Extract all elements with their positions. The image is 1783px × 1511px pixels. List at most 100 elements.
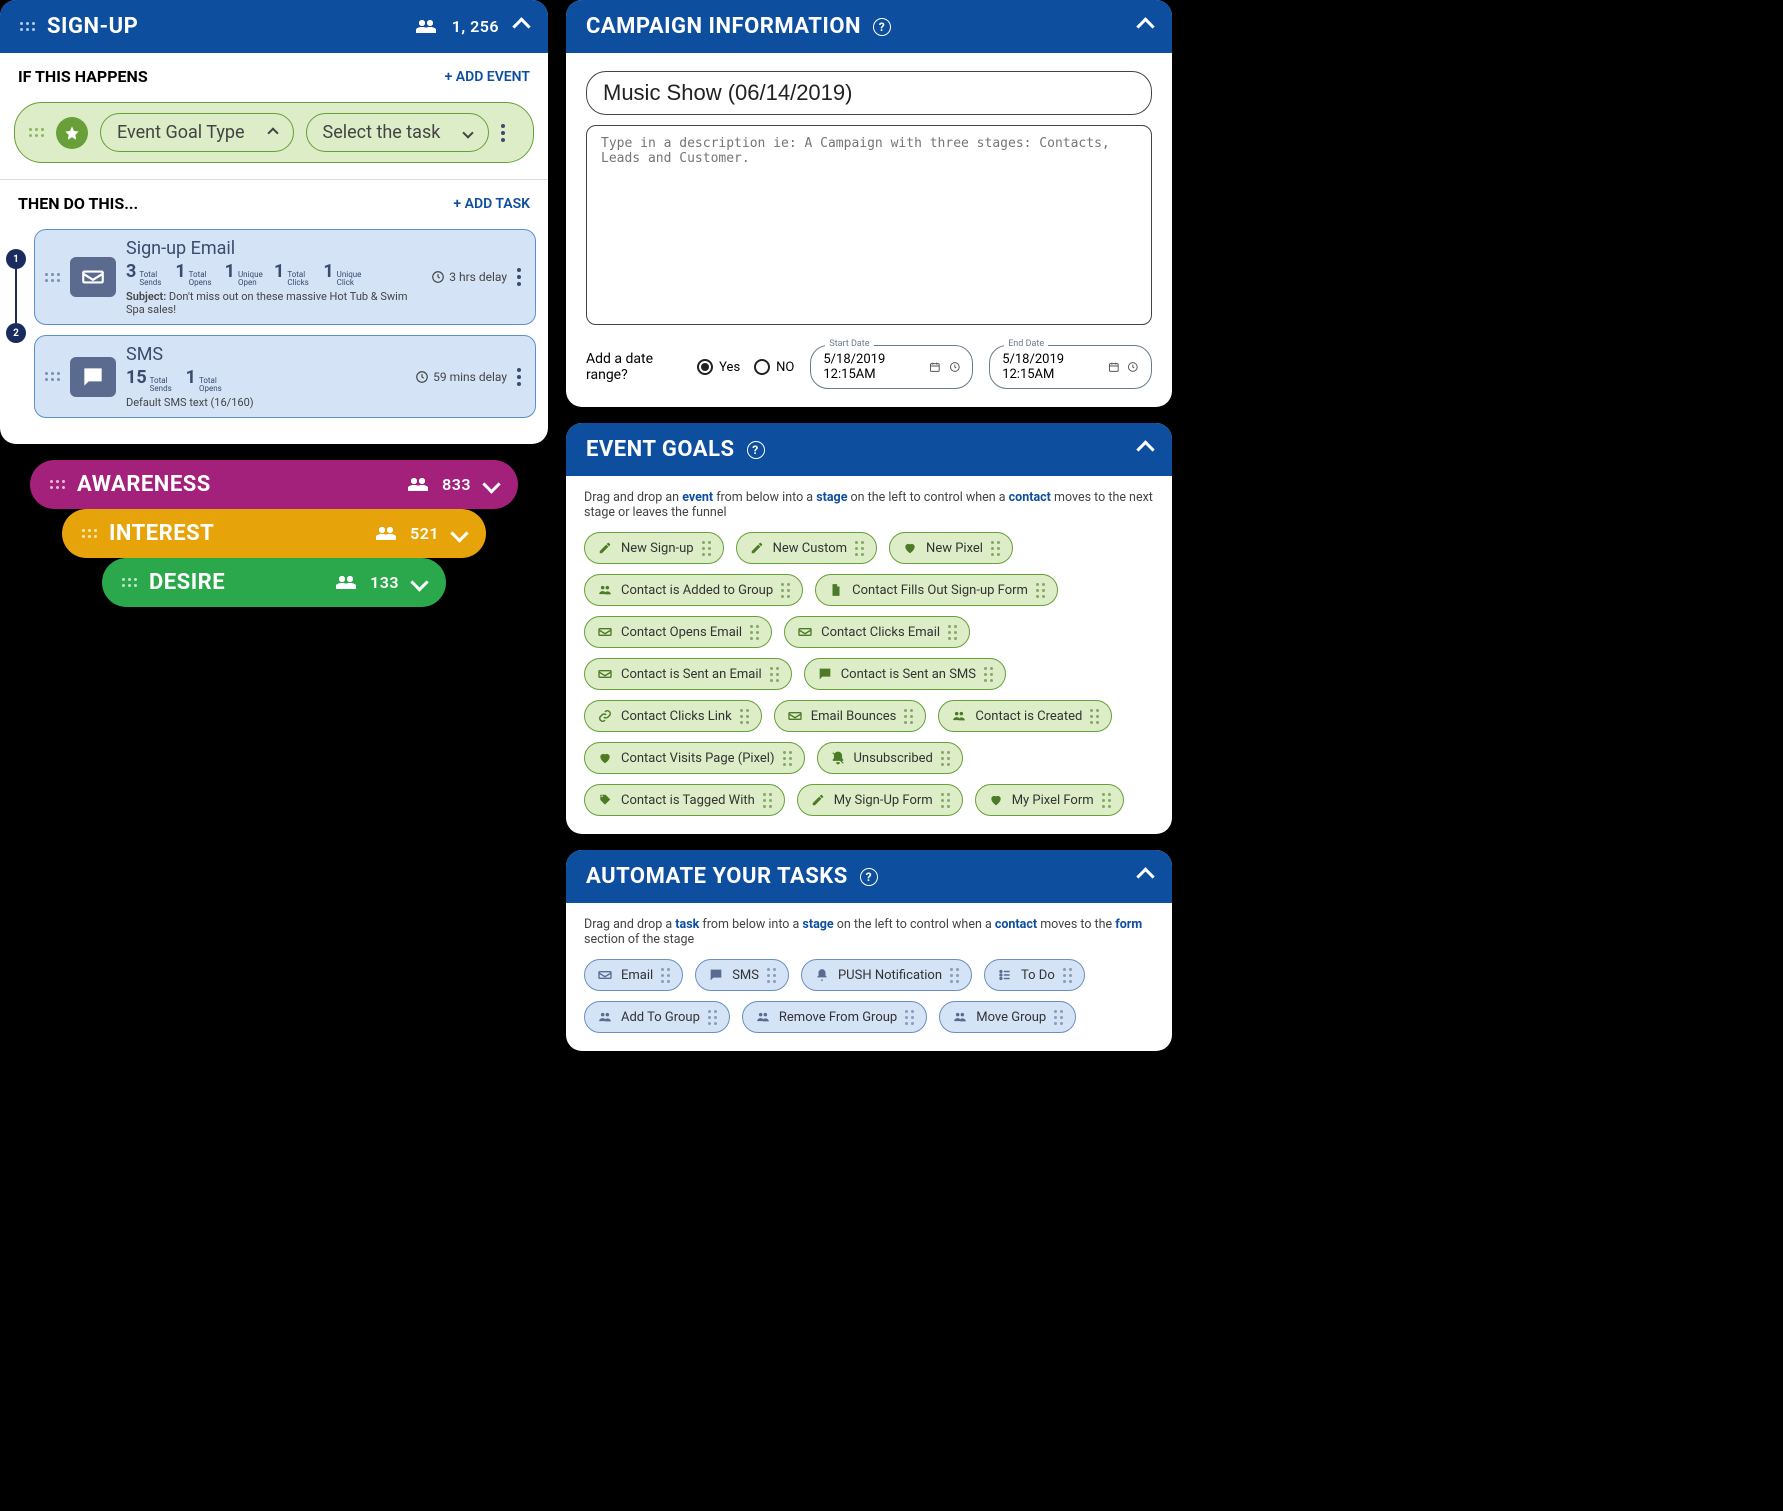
draggable-chip[interactable]: Contact is Tagged With — [584, 784, 785, 816]
drag-handle-icon[interactable] — [991, 541, 1000, 556]
draggable-chip[interactable]: Remove From Group — [742, 1001, 927, 1033]
drag-handle-icon[interactable] — [763, 793, 772, 808]
stage-pill[interactable]: DESIRE133 — [102, 558, 446, 607]
drag-handle-icon[interactable] — [781, 583, 790, 598]
select-task-select[interactable]: Select the task — [306, 113, 490, 152]
calendar-icon — [1108, 360, 1120, 374]
kebab-menu-button[interactable] — [517, 368, 521, 386]
drag-handle-icon[interactable] — [783, 751, 792, 766]
star-icon — [56, 117, 88, 149]
people-icon — [952, 1009, 968, 1025]
drag-handle-icon[interactable] — [948, 625, 957, 640]
draggable-chip[interactable]: Contact Visits Page (Pixel) — [584, 742, 805, 774]
stage-pill[interactable]: AWARENESS833 — [30, 460, 518, 509]
drag-handle-icon[interactable] — [770, 667, 779, 682]
drag-handle-icon[interactable] — [740, 709, 749, 724]
drag-handle-icon[interactable] — [122, 578, 137, 587]
draggable-chip[interactable]: New Sign-up — [584, 532, 724, 564]
drag-handle-icon[interactable] — [45, 273, 60, 282]
draggable-chip[interactable]: Add To Group — [584, 1001, 730, 1033]
kebab-menu-button[interactable] — [517, 268, 521, 286]
draggable-chip[interactable]: Contact is Created — [938, 700, 1112, 732]
drag-handle-icon[interactable] — [45, 372, 60, 381]
event-goal-type-select[interactable]: Event Goal Type — [100, 113, 294, 152]
drag-handle-icon[interactable] — [984, 667, 993, 682]
add-task-button[interactable]: + ADD TASK — [453, 196, 530, 212]
drag-handle-icon[interactable] — [950, 968, 959, 983]
task-row[interactable]: Sign-up Email3Total Sends1Total Opens1Un… — [34, 229, 536, 325]
drag-handle-icon[interactable] — [941, 751, 950, 766]
drag-handle-icon[interactable] — [941, 793, 950, 808]
campaign-name-input[interactable] — [586, 71, 1152, 115]
draggable-chip[interactable]: Contact is Sent an Email — [584, 658, 792, 690]
draggable-chip[interactable]: Unsubscribed — [817, 742, 963, 774]
drag-handle-icon[interactable] — [855, 541, 864, 556]
draggable-chip[interactable]: New Pixel — [889, 532, 1013, 564]
add-event-button[interactable]: + ADD EVENT — [445, 69, 530, 85]
date-range-yes-radio[interactable]: Yes — [697, 359, 740, 375]
drag-handle-icon[interactable] — [1102, 793, 1111, 808]
start-date-input[interactable]: Start Date 5/18/2019 12:15AM — [810, 345, 973, 389]
drag-handle-icon[interactable] — [1063, 968, 1072, 983]
collapse-icon[interactable] — [512, 17, 530, 35]
campaign-info-card: CAMPAIGN INFORMATION ? Add a date range?… — [566, 0, 1172, 407]
drag-handle-icon[interactable] — [708, 1010, 717, 1025]
step-badge: 2 — [6, 323, 26, 343]
drag-handle-icon[interactable] — [1090, 709, 1099, 724]
draggable-chip[interactable]: Contact Fills Out Sign-up Form — [815, 574, 1058, 606]
drag-handle-icon[interactable] — [750, 625, 759, 640]
draggable-chip[interactable]: New Custom — [736, 532, 877, 564]
select-task-label: Select the task — [323, 122, 441, 143]
metric-value: 3 — [126, 261, 136, 282]
collapse-icon[interactable] — [1136, 440, 1154, 458]
chip-label: Add To Group — [621, 1010, 700, 1025]
draggable-chip[interactable]: Contact is Added to Group — [584, 574, 803, 606]
drag-handle-icon[interactable] — [767, 968, 776, 983]
list-icon — [997, 967, 1013, 983]
stage-pill[interactable]: INTEREST521 — [62, 509, 486, 558]
drag-handle-icon[interactable] — [1054, 1010, 1063, 1025]
expand-icon[interactable] — [482, 475, 500, 493]
draggable-chip[interactable]: To Do — [984, 959, 1085, 991]
draggable-chip[interactable]: SMS — [695, 959, 789, 991]
help-icon[interactable]: ? — [747, 441, 765, 459]
collapse-icon[interactable] — [1136, 17, 1154, 35]
drag-handle-icon[interactable] — [904, 709, 913, 724]
drag-handle-icon[interactable] — [29, 128, 44, 137]
campaign-description-input[interactable] — [586, 125, 1152, 325]
drag-handle-icon[interactable] — [82, 529, 97, 538]
draggable-chip[interactable]: My Pixel Form — [975, 784, 1124, 816]
task-row[interactable]: SMS15Total Sends1Total OpensDefault SMS … — [34, 335, 536, 418]
date-range-no-radio[interactable]: NO — [754, 359, 794, 375]
draggable-chip[interactable]: Contact Opens Email — [584, 616, 772, 648]
drag-handle-icon[interactable] — [702, 541, 711, 556]
help-icon[interactable]: ? — [873, 18, 891, 36]
stage-count: 521 — [410, 524, 439, 543]
chip-label: My Pixel Form — [1012, 793, 1094, 808]
draggable-chip[interactable]: Email Bounces — [774, 700, 927, 732]
metric-label: Unique Open — [238, 271, 260, 287]
draggable-chip[interactable]: Contact Clicks Link — [584, 700, 762, 732]
expand-icon[interactable] — [410, 573, 428, 591]
drag-handle-icon[interactable] — [661, 968, 670, 983]
draggable-chip[interactable]: PUSH Notification — [801, 959, 972, 991]
drag-handle-icon[interactable] — [50, 480, 65, 489]
drag-handle-icon[interactable] — [1036, 583, 1045, 598]
collapse-icon[interactable] — [1136, 867, 1154, 885]
chip-label: Remove From Group — [779, 1010, 897, 1025]
end-date-input[interactable]: End Date 5/18/2019 12:15AM — [989, 345, 1152, 389]
draggable-chip[interactable]: My Sign-Up Form — [797, 784, 963, 816]
expand-icon[interactable] — [450, 524, 468, 542]
draggable-chip[interactable]: Contact Clicks Email — [784, 616, 970, 648]
edit-icon — [749, 540, 765, 556]
drag-handle-icon[interactable] — [20, 22, 35, 31]
draggable-chip[interactable]: Email — [584, 959, 683, 991]
draggable-chip[interactable]: Contact is Sent an SMS — [804, 658, 1006, 690]
task-list: 1Sign-up Email3Total Sends1Total Opens1U… — [0, 223, 548, 444]
drag-handle-icon[interactable] — [905, 1010, 914, 1025]
draggable-chip[interactable]: Move Group — [939, 1001, 1076, 1033]
task-subject: Subject: Don't miss out on these massive… — [126, 290, 421, 316]
help-icon[interactable]: ? — [860, 868, 878, 886]
task-subject: Default SMS text (16/160) — [126, 396, 405, 409]
kebab-menu-button[interactable] — [501, 124, 505, 142]
